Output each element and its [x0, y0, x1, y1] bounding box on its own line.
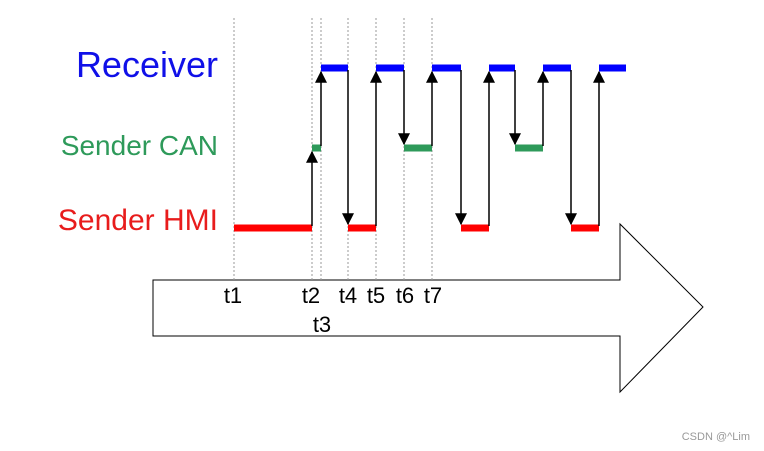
time-guides	[233, 18, 433, 282]
time-label: t2	[302, 283, 320, 308]
time-label: t4	[339, 283, 357, 308]
lane-label: Receiver	[76, 44, 218, 85]
lane-label: Sender HMI	[58, 204, 218, 237]
time-arrow	[152, 222, 704, 394]
time-label: t1	[224, 283, 242, 308]
signal-arrows	[306, 70, 605, 226]
time-label: t5	[367, 283, 385, 308]
watermark: CSDN @^Lim	[682, 431, 750, 443]
time-label: t7	[424, 283, 442, 308]
time-label: t3	[313, 312, 331, 337]
time-label: t6	[396, 283, 414, 308]
lane-label: Sender CAN	[61, 130, 218, 161]
